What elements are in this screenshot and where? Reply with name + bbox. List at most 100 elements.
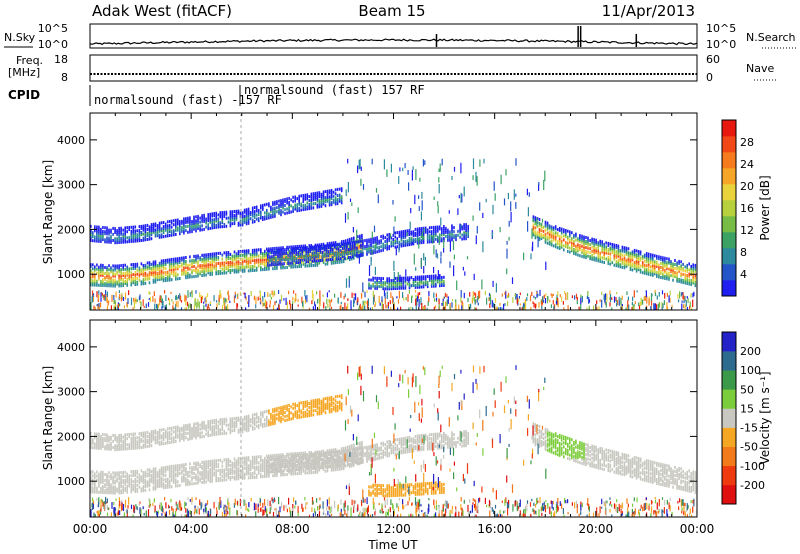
power-cell	[692, 279, 694, 283]
power-cell	[414, 240, 417, 243]
power-cell	[195, 270, 197, 274]
power-cell	[314, 255, 317, 259]
velocity-cell	[148, 468, 151, 472]
power-cell	[114, 227, 116, 231]
velocity-cell	[104, 473, 106, 476]
velocity-cell	[136, 471, 139, 475]
power-cell	[629, 253, 632, 257]
power-noise	[295, 294, 297, 299]
power-cell	[396, 282, 399, 286]
power-noise	[685, 299, 687, 307]
power-cell	[349, 258, 351, 262]
power-cell	[316, 263, 319, 267]
power-cell	[361, 246, 363, 249]
power-noise	[467, 297, 469, 303]
power-cell	[451, 238, 453, 242]
power-cell	[422, 238, 425, 242]
power-noise	[411, 296, 413, 303]
velocity-cell	[235, 471, 238, 475]
power-cell	[540, 226, 543, 230]
power-noise	[686, 296, 688, 299]
power-scatter	[485, 198, 487, 203]
power-cell	[288, 196, 290, 200]
power-cell	[132, 281, 135, 285]
power-cell	[316, 253, 319, 257]
power-cell	[302, 248, 305, 252]
power-cell	[284, 266, 286, 270]
power-cell	[313, 259, 316, 263]
power-cell	[384, 246, 386, 250]
power-cell	[344, 243, 347, 247]
power-cell	[324, 196, 327, 200]
power-cell	[203, 227, 205, 231]
power-cell	[565, 245, 567, 249]
power-noise	[189, 303, 191, 308]
power-cell	[330, 247, 333, 251]
power-cell	[292, 247, 294, 251]
power-cell	[433, 232, 435, 235]
power-cell	[386, 239, 388, 243]
power-noise	[428, 291, 430, 297]
power-scatter	[492, 204, 494, 215]
power-cell	[221, 267, 224, 271]
velocity-cell	[221, 474, 224, 478]
power-noise	[681, 303, 683, 310]
velocity-cell	[102, 489, 104, 492]
velocity-cell	[185, 483, 187, 487]
power-scatter	[412, 166, 414, 170]
power-cell	[301, 248, 303, 252]
power-cell	[625, 248, 628, 252]
power-noise	[661, 290, 664, 295]
power-cell	[173, 231, 175, 235]
velocity-cell	[150, 469, 153, 473]
velocity-cell	[251, 457, 254, 461]
power-cell	[110, 270, 112, 274]
power-cell	[209, 271, 211, 274]
power-cell	[233, 216, 236, 219]
power-cell	[301, 252, 303, 256]
power-scatter	[531, 246, 533, 252]
power-cell	[225, 259, 228, 263]
power-cell	[398, 284, 401, 288]
velocity-cell	[227, 472, 230, 476]
power-cell	[138, 233, 141, 237]
velocity-cell	[243, 460, 246, 464]
power-cell	[567, 237, 569, 241]
power-cell	[314, 261, 317, 265]
power-scatter	[357, 207, 359, 213]
power-cell	[629, 265, 632, 269]
power-cell	[251, 220, 254, 224]
power-cell	[650, 271, 652, 275]
power-scatter	[476, 176, 478, 186]
power-cell	[613, 263, 616, 267]
power-cell	[213, 222, 215, 226]
power-cell	[418, 241, 421, 245]
power-cell	[102, 269, 104, 273]
power-cell	[168, 234, 171, 237]
power-cell	[670, 260, 672, 264]
power-cell	[128, 269, 130, 273]
power-cell	[328, 250, 331, 253]
velocity-cell	[203, 466, 205, 470]
velocity-cell	[245, 466, 248, 470]
power-cell	[199, 224, 201, 228]
velocity-cell	[122, 475, 124, 478]
power-cell	[674, 267, 676, 270]
power-cell	[571, 247, 573, 251]
power-noise	[175, 303, 177, 310]
power-noise	[361, 293, 363, 299]
power-cell	[320, 192, 323, 196]
velocity-cell	[112, 479, 114, 483]
power-cell	[292, 253, 294, 257]
velocity-cell	[173, 468, 175, 472]
power-cell	[645, 256, 648, 260]
power-cell	[177, 222, 179, 226]
power-cell	[342, 250, 345, 253]
power-noise	[525, 302, 527, 310]
power-cell	[314, 247, 317, 251]
power-scatter	[475, 235, 477, 245]
power-cell	[400, 276, 403, 280]
power-noise	[347, 303, 349, 310]
power-cell	[694, 267, 697, 271]
velocity-cell	[90, 482, 92, 486]
